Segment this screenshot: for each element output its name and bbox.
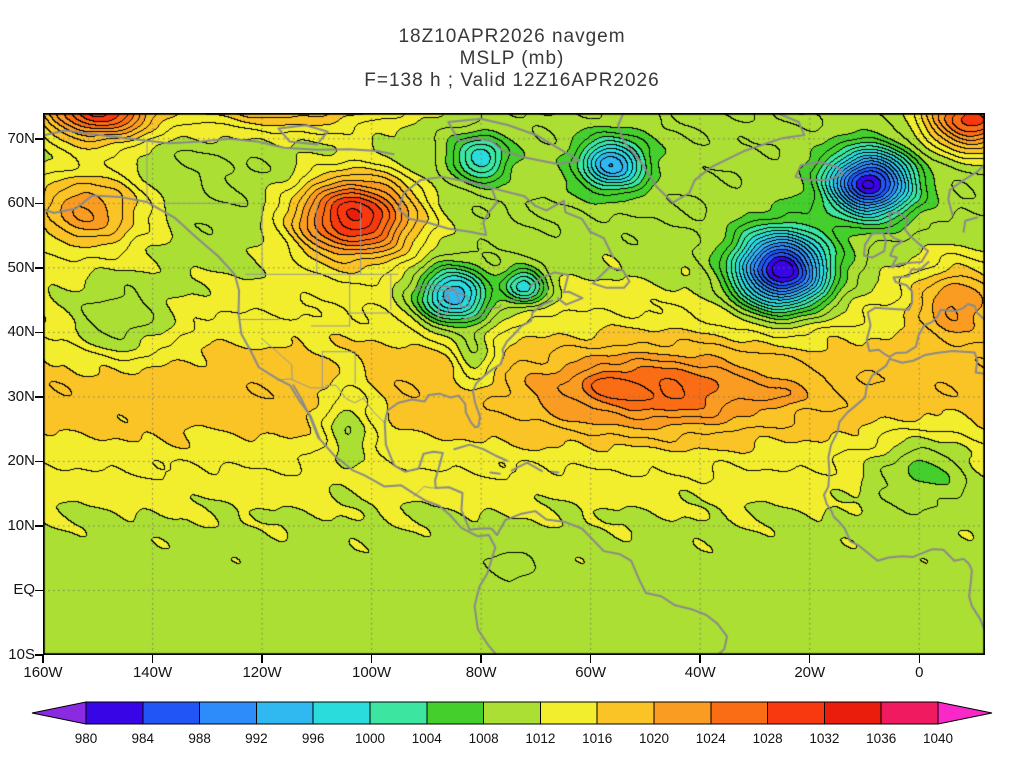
colorbar-segment-1020-1024 xyxy=(653,701,712,725)
y-axis-tick-mark xyxy=(35,331,43,334)
y-axis-tick-mark xyxy=(35,202,43,205)
colorbar-segment-1028-1032 xyxy=(767,701,825,725)
colorbar-segment-1012-1016 xyxy=(539,701,598,725)
colorbar-tick-label: 1012 xyxy=(525,731,555,746)
y-axis-tick-mark xyxy=(35,589,43,592)
title-valid-time: F=138 h ; Valid 12Z16APR2026 xyxy=(364,70,660,91)
colorbar-segment-1036-1040 xyxy=(880,701,939,725)
colorbar-tick-label: 1000 xyxy=(355,731,385,746)
x-axis-tick-mark xyxy=(261,655,263,663)
colorbar-tick-label: 996 xyxy=(302,731,325,746)
x-axis-tick-label: 140W xyxy=(132,664,173,681)
colorbar-tick-label: 1028 xyxy=(753,731,783,746)
x-axis-tick-mark xyxy=(699,655,701,663)
x-axis-tick-label: 60W xyxy=(575,664,607,681)
x-axis-tick-label: 160W xyxy=(23,664,63,681)
x-axis-tick-label: 20W xyxy=(794,664,826,681)
colorbar-tick-label: 1020 xyxy=(639,731,669,746)
x-axis-tick-label: 80W xyxy=(465,664,497,681)
x-axis-tick-label: 120W xyxy=(242,664,282,681)
colorbar-tick-label: 1036 xyxy=(866,731,896,746)
x-axis-tick-mark xyxy=(480,655,482,663)
colorbar-tick-label: 992 xyxy=(245,731,268,746)
x-axis-tick-mark xyxy=(918,655,921,663)
title-field-units: MSLP (mb) xyxy=(459,48,565,69)
colorbar-tick-label: 984 xyxy=(132,731,155,746)
y-axis-tick-label: 10N xyxy=(7,516,35,534)
y-axis-tick-mark xyxy=(35,396,43,398)
x-axis-tick-mark xyxy=(808,655,811,663)
y-axis-tick-label: 50N xyxy=(7,258,35,276)
colorbar-segment-984-988 xyxy=(142,701,201,725)
colorbar-segment-980-984 xyxy=(85,701,144,725)
colorbar-segment-1024-1028 xyxy=(710,701,769,725)
colorbar-tick-label: 1032 xyxy=(809,731,839,746)
colorbar-tick-label: 988 xyxy=(188,731,211,746)
y-axis-tick-label: 40N xyxy=(7,323,35,341)
x-axis-tick-mark xyxy=(370,655,373,663)
colorbar-segment-1016-1020 xyxy=(596,701,655,725)
y-axis-tick-label: EQ xyxy=(13,581,35,599)
y-axis-tick-label: 20N xyxy=(7,452,35,470)
x-axis-tick-label: 100W xyxy=(352,664,392,681)
colorbar-segment-1000-1004 xyxy=(369,701,428,725)
colorbar-tick-label: 1016 xyxy=(582,731,612,746)
x-axis-tick-mark xyxy=(589,655,592,663)
colorbar-segment-996-1000 xyxy=(312,701,371,725)
y-axis-tick-mark xyxy=(35,460,43,463)
x-axis-tick-label: 0 xyxy=(915,664,924,681)
colorbar: 980 984 988 992 996 1000 1004 1008 1012 1016 1020 1… xyxy=(31,701,993,746)
colorbar-tick-label: 980 xyxy=(75,731,98,746)
colorbar-tick-label: 1008 xyxy=(469,731,499,746)
colorbar-segment-988-992 xyxy=(199,701,257,725)
colorbar-tick-label: 1040 xyxy=(923,731,953,746)
colorbar-arrow-above-1040 xyxy=(937,701,993,725)
colorbar-arrow-below-980 xyxy=(31,701,87,725)
y-axis-tick-label: 30N xyxy=(7,387,35,405)
y-axis-tick-mark xyxy=(35,138,43,140)
colorbar-segment-1004-1008 xyxy=(426,701,485,725)
y-axis-tick-mark xyxy=(35,654,43,656)
mslp-contour-map-canvas xyxy=(43,113,985,655)
colorbar-segment-1032-1036 xyxy=(823,701,882,725)
colorbar-segment-992-996 xyxy=(255,701,314,725)
y-axis-tick-mark xyxy=(35,267,43,269)
y-axis-tick-label: 60N xyxy=(7,194,35,212)
colorbar-tick-label: 1004 xyxy=(412,731,443,746)
y-axis-tick-mark xyxy=(35,525,43,527)
title-init-model: 18Z10APR2026 navgem xyxy=(398,26,626,47)
figure-title: 18Z10APR2026 navgem MSLP (mb) F=138 h ; … xyxy=(0,26,1024,92)
x-axis-tick-mark xyxy=(151,655,154,663)
y-axis-tick-label: 10S xyxy=(8,646,35,663)
colorbar-segment-1008-1012 xyxy=(483,701,541,725)
x-axis-tick-label: 40W xyxy=(684,664,716,681)
x-axis-tick-mark xyxy=(42,655,44,663)
colorbar-tick-label: 1024 xyxy=(696,731,727,746)
y-axis-tick-label: 70N xyxy=(7,129,35,147)
